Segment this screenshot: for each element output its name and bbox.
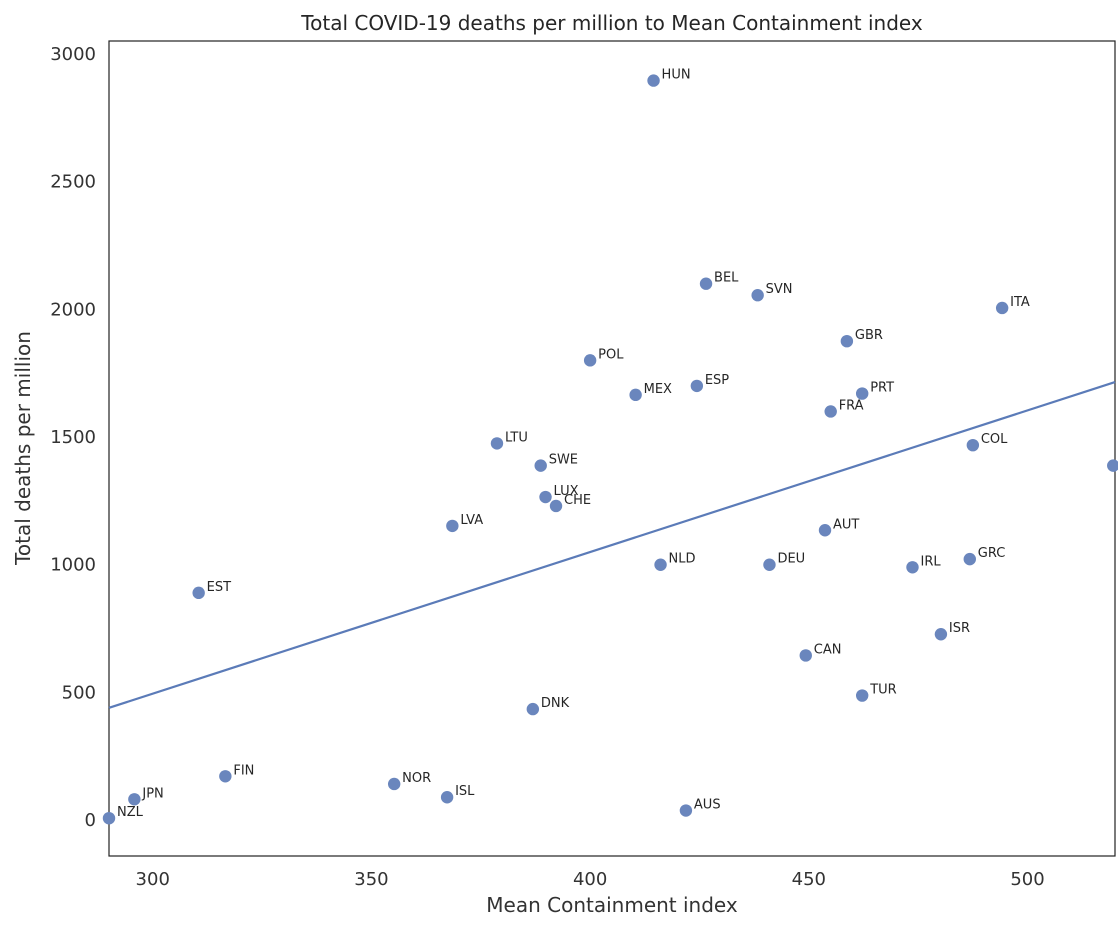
point-label: LUX (554, 484, 579, 499)
scatter-point (906, 561, 919, 574)
scatter-point (654, 558, 667, 571)
x-tick-label: 300 (136, 869, 170, 890)
y-axis-title: Total deaths per million (11, 331, 35, 566)
plot-frame (108, 40, 1116, 857)
point-label: BEL (714, 271, 739, 286)
scatter-point (440, 791, 454, 804)
scatter-point (102, 811, 116, 825)
point-label: TUR (869, 683, 897, 698)
scatter-point (763, 558, 776, 571)
x-axis-ticks: 300 350 400 450 500 (136, 869, 1045, 890)
scatter-point (751, 289, 764, 302)
point-label: POL (598, 347, 624, 362)
scatter-point (647, 74, 660, 87)
point-label: SWE (549, 453, 578, 468)
point-label: FIN (233, 763, 254, 778)
scatter-point (699, 277, 713, 290)
scatter-point (995, 301, 1009, 315)
y-tick-label: 1500 (50, 427, 96, 448)
scatter-point (446, 519, 459, 533)
point-label: GBR (855, 328, 883, 343)
chart-title: Total COVID-19 deaths per million to Mea… (300, 11, 923, 35)
labels-layer: HUN BEL SVN ITA GBR POL ESP MEX PRT FRA LTU COL SWE L… (117, 68, 1030, 821)
point-label: CAN (814, 642, 842, 657)
x-tick-label: 400 (573, 869, 607, 890)
point-label: FRA (839, 398, 864, 413)
point-label: LTU (505, 430, 528, 445)
scatter-point (549, 499, 563, 513)
trend-line (108, 381, 1116, 709)
y-tick-label: 500 (62, 682, 96, 703)
point-label: NLD (669, 552, 696, 567)
y-axis-ticks: 0 500 1000 1500 2000 2500 3000 (50, 44, 96, 831)
scatter-point (490, 437, 504, 450)
scatter-point (1107, 459, 1118, 472)
scatter-point (387, 777, 401, 791)
scatter-point (192, 586, 205, 600)
scatter-point (539, 490, 552, 504)
scatter-point (855, 689, 869, 702)
point-label: NOR (402, 771, 431, 786)
point-label: PRT (870, 381, 894, 396)
point-label: ISR (949, 621, 970, 636)
point-label: AUT (833, 517, 859, 532)
point-label: ESP (705, 373, 729, 388)
points-layer (102, 74, 1118, 825)
x-axis-title: Mean Containment index (486, 893, 738, 917)
y-tick-label: 1000 (50, 555, 96, 576)
x-tick-label: 350 (354, 869, 388, 890)
point-label: ISL (455, 784, 475, 799)
scatter-point (219, 770, 232, 783)
point-label: DNK (541, 696, 570, 711)
scatter-point (799, 649, 812, 662)
point-label: SVN (766, 282, 793, 297)
trend-layer (108, 381, 1116, 709)
scatter-point (840, 334, 854, 348)
point-label: CHE (564, 493, 591, 508)
scatter-point (966, 438, 980, 452)
scatter-point (534, 459, 547, 472)
point-label: IRL (920, 554, 941, 569)
point-label: HUN (662, 68, 691, 83)
scatter-point (855, 387, 869, 400)
y-tick-label: 2500 (50, 172, 96, 193)
scatter-point (629, 388, 642, 402)
scatter-point (679, 804, 693, 817)
scatter-point (824, 405, 837, 418)
x-tick-label: 450 (792, 869, 826, 890)
scatter-point (934, 628, 948, 641)
point-label: MEX (644, 382, 672, 397)
point-label: AUS (694, 798, 721, 813)
y-tick-label: 3000 (50, 44, 96, 65)
y-tick-label: 0 (85, 810, 96, 831)
point-label: JPN (141, 786, 163, 801)
scatter-point (583, 354, 597, 367)
point-label: NZL (117, 805, 144, 820)
scatter-point (690, 379, 704, 393)
point-label: ITA (1010, 295, 1030, 310)
point-label: EST (207, 580, 231, 595)
point-label: COL (981, 432, 1008, 447)
point-label: GRC (978, 546, 1006, 561)
scatter-point (526, 702, 540, 716)
scatter-point (963, 552, 976, 566)
y-tick-label: 2000 (50, 299, 96, 320)
scatter-point (818, 524, 832, 537)
scatter-point (128, 793, 141, 806)
x-tick-label: 500 (1010, 869, 1044, 890)
point-label: DEU (777, 552, 805, 567)
point-label: LVA (460, 513, 483, 528)
